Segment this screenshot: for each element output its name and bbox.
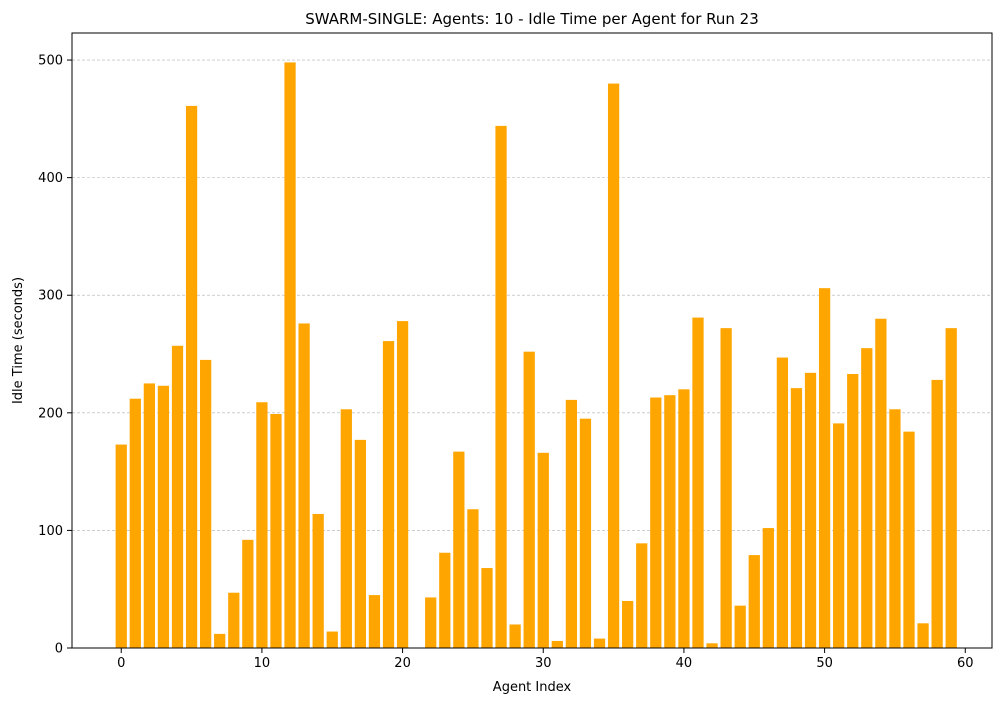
bar <box>818 288 831 648</box>
bar <box>298 323 310 648</box>
y-tick-label: 500 <box>38 54 63 69</box>
bar <box>115 444 127 648</box>
bar <box>875 318 887 648</box>
bar <box>509 624 521 648</box>
bars <box>115 62 957 649</box>
x-tick-label: 10 <box>254 656 271 671</box>
chart-title: SWARM-SINGLE: Agents: 10 - Idle Time per… <box>305 10 759 28</box>
y-tick-label: 200 <box>38 406 63 421</box>
bar <box>368 595 381 648</box>
plot-frame <box>71 32 993 649</box>
x-tick-label: 40 <box>676 656 693 671</box>
x-tick-label: 0 <box>117 656 125 671</box>
x-axis-ticks: 0 10 20 30 40 50 60 <box>117 648 974 671</box>
y-tick-label: 100 <box>38 524 63 539</box>
bar <box>256 402 268 648</box>
bar <box>720 328 732 648</box>
bar <box>622 600 634 648</box>
bar <box>185 105 198 648</box>
bar <box>326 631 338 648</box>
bar <box>143 383 155 648</box>
bar <box>931 379 943 648</box>
bar <box>242 539 254 648</box>
y-tick-label: 300 <box>38 289 63 304</box>
bar <box>312 513 324 648</box>
bar <box>650 397 662 648</box>
bar <box>804 372 817 648</box>
bar <box>425 597 437 648</box>
bar <box>171 345 184 648</box>
bar <box>551 640 563 648</box>
bar <box>284 62 296 648</box>
bar <box>790 388 803 648</box>
bar <box>537 452 549 648</box>
bar <box>340 409 352 648</box>
bar <box>565 399 578 648</box>
bar <box>453 451 465 648</box>
bar <box>762 528 774 648</box>
bar <box>678 389 690 648</box>
x-tick-label: 60 <box>957 656 974 671</box>
y-axis-label: Idle Time (seconds) <box>11 277 26 404</box>
bar <box>481 568 493 648</box>
y-tick-label: 0 <box>55 642 63 657</box>
bar <box>636 543 648 648</box>
bar <box>157 385 170 648</box>
bar <box>382 341 395 648</box>
x-tick-label: 20 <box>394 656 411 671</box>
bar <box>847 374 859 648</box>
bar <box>200 359 212 648</box>
x-axis-label: Agent Index <box>493 680 572 695</box>
bar <box>903 431 915 648</box>
x-tick-label: 50 <box>816 656 833 671</box>
bar <box>861 348 873 648</box>
bar <box>692 317 704 648</box>
bar <box>270 413 282 648</box>
bar <box>748 555 760 648</box>
x-tick-label: 30 <box>535 656 552 671</box>
bar <box>495 125 507 649</box>
bar <box>664 395 676 648</box>
bar <box>396 321 409 648</box>
bar <box>439 552 451 648</box>
bar <box>593 638 606 648</box>
bar <box>776 357 789 648</box>
bar <box>129 398 141 648</box>
bar <box>945 328 957 648</box>
bar <box>579 418 592 648</box>
bar <box>354 439 367 648</box>
bar <box>467 509 479 648</box>
bar <box>917 623 929 648</box>
bar <box>706 643 718 648</box>
bar <box>607 83 620 648</box>
bar <box>833 423 845 648</box>
bar <box>523 351 535 648</box>
bar <box>734 605 746 648</box>
bar <box>889 409 901 648</box>
bar <box>228 592 240 648</box>
y-tick-label: 400 <box>38 171 63 186</box>
y-axis-ticks: 0 100 200 300 400 500 <box>38 54 72 657</box>
bar <box>214 633 226 648</box>
